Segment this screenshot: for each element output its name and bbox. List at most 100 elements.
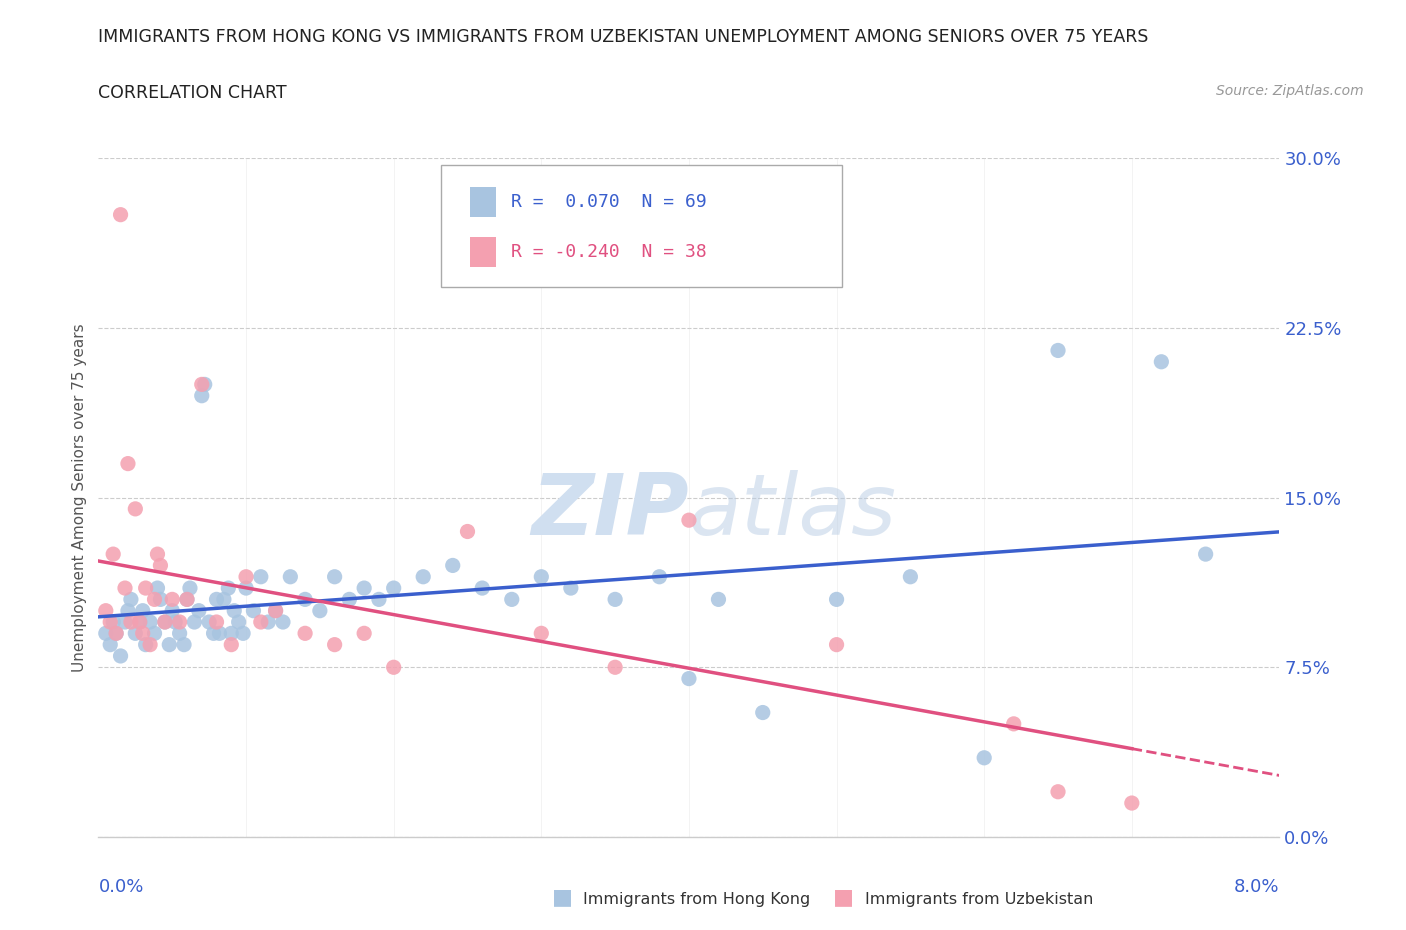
Point <box>120 615 142 630</box>
Point <box>139 615 162 630</box>
Point <box>648 569 671 584</box>
Point <box>221 637 243 652</box>
Point <box>157 637 180 652</box>
Point <box>94 626 117 641</box>
Point <box>139 637 162 652</box>
Point <box>294 626 316 641</box>
Point <box>264 604 287 618</box>
Point <box>124 626 146 641</box>
Point <box>309 604 332 618</box>
Point <box>1002 716 1025 731</box>
Point <box>179 580 201 595</box>
Point <box>678 671 700 686</box>
Point <box>441 558 464 573</box>
Text: Immigrants from Hong Kong: Immigrants from Hong Kong <box>583 892 811 907</box>
Point <box>264 604 287 618</box>
Point <box>103 615 125 630</box>
Point <box>149 592 172 607</box>
Point <box>900 569 922 584</box>
Point <box>169 626 191 641</box>
Point <box>135 637 157 652</box>
Point <box>339 592 361 607</box>
Text: 8.0%: 8.0% <box>1234 878 1279 896</box>
Text: IMMIGRANTS FROM HONG KONG VS IMMIGRANTS FROM UZBEKISTAN UNEMPLOYMENT AMONG SENIO: IMMIGRANTS FROM HONG KONG VS IMMIGRANTS … <box>98 28 1149 46</box>
Point <box>153 615 176 630</box>
Point <box>382 660 405 675</box>
Point <box>146 547 169 562</box>
Point <box>825 592 848 607</box>
Point <box>825 637 848 652</box>
Text: R = -0.240  N = 38: R = -0.240 N = 38 <box>510 243 706 261</box>
Point <box>707 592 730 607</box>
Point <box>191 377 214 392</box>
Y-axis label: Unemployment Among Seniors over 75 years: Unemployment Among Seniors over 75 years <box>72 324 87 671</box>
Point <box>149 558 172 573</box>
Point <box>124 501 146 516</box>
Point <box>382 580 405 595</box>
Point <box>235 569 257 584</box>
Point <box>128 615 150 630</box>
Point <box>153 615 176 630</box>
Point <box>135 580 157 595</box>
Text: ZIP: ZIP <box>531 470 689 552</box>
Point <box>678 512 700 527</box>
Point <box>457 525 479 539</box>
Point <box>110 648 132 663</box>
Text: R =  0.070  N = 69: R = 0.070 N = 69 <box>510 193 706 211</box>
Point <box>105 626 128 641</box>
Point <box>242 604 264 618</box>
Point <box>973 751 995 765</box>
Point <box>271 615 294 630</box>
Point <box>205 592 228 607</box>
Point <box>605 592 627 607</box>
Point <box>173 637 195 652</box>
Point <box>280 569 302 584</box>
Point <box>191 389 214 404</box>
Point <box>752 705 775 720</box>
Point <box>1150 354 1173 369</box>
Point <box>294 592 316 607</box>
Point <box>530 626 553 641</box>
Point <box>221 626 243 641</box>
Point <box>250 569 273 584</box>
Point <box>205 615 228 630</box>
Text: CORRELATION CHART: CORRELATION CHART <box>98 84 287 101</box>
Point <box>114 580 136 595</box>
Point <box>1046 343 1070 358</box>
Bar <box>471 187 496 218</box>
Point <box>169 615 191 630</box>
Text: ■: ■ <box>553 887 572 908</box>
Point <box>198 615 221 630</box>
Point <box>176 592 198 607</box>
Point <box>232 626 254 641</box>
Point <box>228 615 250 630</box>
Point <box>412 569 434 584</box>
Point <box>1121 796 1143 811</box>
Point <box>183 615 205 630</box>
Point <box>323 569 346 584</box>
Point <box>114 615 136 630</box>
Point <box>117 604 139 618</box>
Point <box>98 615 121 630</box>
Text: Immigrants from Uzbekistan: Immigrants from Uzbekistan <box>865 892 1092 907</box>
Point <box>235 580 257 595</box>
Point <box>162 604 183 618</box>
Point <box>165 615 187 630</box>
Point <box>560 580 582 595</box>
Point <box>368 592 391 607</box>
Point <box>530 569 553 584</box>
Point <box>250 615 273 630</box>
Point <box>128 615 150 630</box>
Point <box>217 580 239 595</box>
Point <box>120 592 142 607</box>
Text: Source: ZipAtlas.com: Source: ZipAtlas.com <box>1216 84 1364 98</box>
Point <box>187 604 209 618</box>
FancyBboxPatch shape <box>441 165 842 287</box>
Point <box>194 377 217 392</box>
Point <box>110 207 132 222</box>
Point <box>257 615 280 630</box>
Point <box>98 637 121 652</box>
Text: atlas: atlas <box>689 470 897 552</box>
Text: ■: ■ <box>834 887 853 908</box>
Point <box>1046 784 1070 799</box>
